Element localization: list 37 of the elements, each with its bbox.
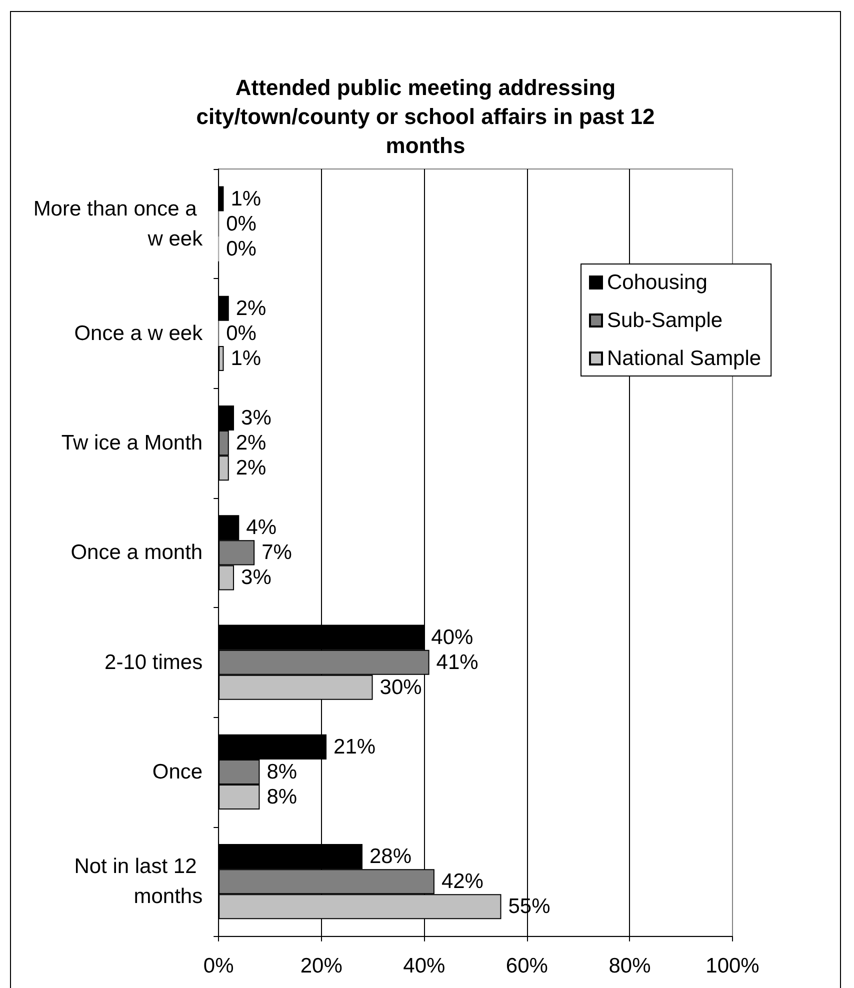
data-label: 1%: [230, 346, 262, 370]
x-tick-label: 0%: [203, 954, 234, 978]
data-label: 30%: [380, 676, 422, 699]
data-label: 2%: [236, 296, 266, 320]
y-tick-label: Once a w eek: [74, 322, 204, 345]
y-tick-label: Once a month: [70, 541, 203, 564]
legend-label: Cohousing: [607, 271, 708, 294]
data-label: 3%: [241, 566, 272, 590]
x-tick-label: 20%: [300, 954, 342, 978]
data-label: 8%: [266, 760, 298, 784]
legend-label: National Sample: [607, 347, 762, 370]
data-label: 2%: [236, 432, 266, 455]
data-label: 2%: [236, 456, 266, 480]
y-tick-label: 2-10 times: [104, 650, 203, 674]
y-tick-label: Not in last 12 months: [74, 855, 203, 908]
y-tick-label: Tw ice a Month: [61, 432, 203, 455]
data-label: 42%: [441, 870, 484, 894]
data-label: 3%: [241, 406, 272, 430]
chart-title: Attended public meeting addressing city/town/county or school affairs in past 12 months: [196, 75, 655, 158]
x-tick-label: 100%: [706, 954, 760, 978]
data-label: 0%: [226, 212, 256, 236]
x-tick-label: 40%: [403, 954, 446, 978]
y-tick-label: Once: [152, 760, 203, 784]
data-label: 0%: [226, 322, 256, 345]
data-label: 28%: [369, 845, 412, 868]
data-label: 40%: [431, 626, 474, 649]
y-tick-label: More than once a w eek: [33, 197, 204, 250]
x-tick-label: 60%: [506, 954, 548, 978]
x-tick-label: 80%: [608, 954, 651, 978]
data-label: 8%: [266, 785, 298, 808]
legend-label: Sub-Sample: [607, 309, 723, 332]
data-label: 41%: [436, 650, 478, 674]
data-label: 1%: [230, 187, 262, 210]
data-label: 21%: [334, 735, 376, 758]
data-label: 7%: [262, 541, 292, 564]
data-label: 4%: [246, 516, 277, 540]
data-label: 0%: [226, 237, 256, 260]
